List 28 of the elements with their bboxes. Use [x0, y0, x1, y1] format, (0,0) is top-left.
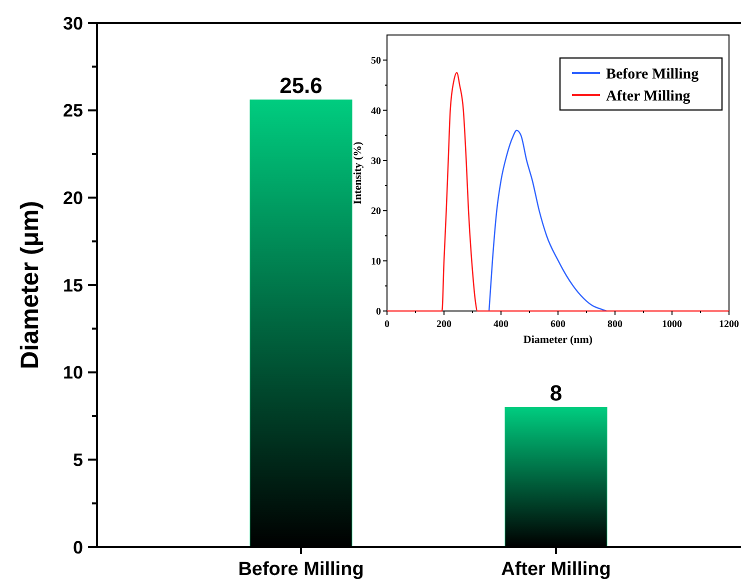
data-label: 25.6 — [280, 72, 322, 98]
y-tick-label: 20 — [62, 188, 83, 208]
x-tick-label: 200 — [436, 319, 452, 330]
y-tick-label: 30 — [62, 13, 83, 34]
y-axis-title: Intensity (%) — [352, 141, 364, 204]
y-tick-label: 30 — [371, 156, 381, 167]
y-axis-title: Diameter (μm) — [16, 200, 44, 370]
data-label: 8 — [550, 380, 562, 406]
y-tick-label: 0 — [376, 306, 381, 318]
x-tick-label: 600 — [550, 319, 566, 330]
y-tick-label: 40 — [371, 106, 381, 117]
y-tick-label: 50 — [371, 56, 381, 67]
x-tick-label: 1000 — [662, 319, 682, 330]
y-tick-label: 10 — [371, 256, 381, 268]
x-tick-label: 1200 — [719, 319, 739, 330]
y-tick-label: 5 — [72, 450, 83, 470]
x-axis-title: Diameter (nm) — [523, 334, 593, 346]
legend-label: Before Milling — [606, 66, 700, 82]
y-tick-label: 15 — [62, 275, 83, 296]
y-tick-label: 0 — [72, 537, 83, 558]
y-tick-label: 20 — [371, 206, 381, 218]
x-tick-label: 800 — [608, 319, 622, 330]
legend-label: After Milling — [606, 88, 691, 104]
y-tick-label: 10 — [62, 362, 83, 383]
x-tick-label: 0 — [384, 319, 390, 330]
x-tick-label: 400 — [494, 319, 508, 330]
line-series — [488, 130, 608, 312]
y-tick-label: 25 — [62, 100, 83, 121]
